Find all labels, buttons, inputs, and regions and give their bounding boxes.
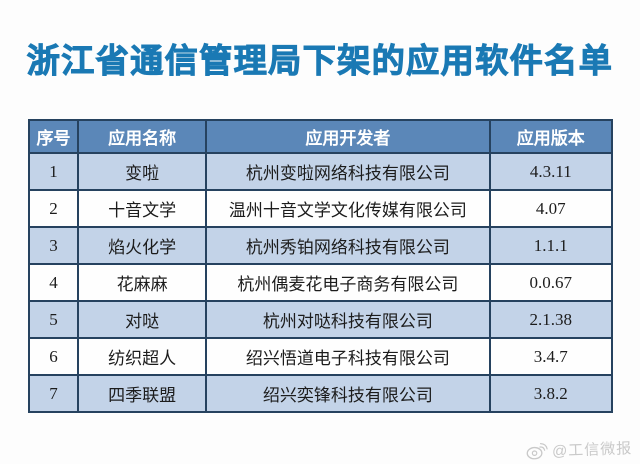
version-cell: 2.1.38 (488, 300, 614, 339)
developer-cell: 杭州秀铂网络科技有限公司 (205, 226, 491, 265)
version-cell: 4.07 (488, 189, 614, 228)
version-cell: 4.3.11 (488, 152, 614, 191)
table-header-row: 序号 应用名称 应用开发者 应用版本 (28, 119, 614, 154)
table-row: 6 纺织超人 绍兴悟道电子科技有限公司 3.4.7 (28, 337, 614, 376)
app-name-cell: 变啦 (76, 152, 208, 191)
app-name-cell: 对哒 (76, 300, 208, 339)
serial-cell: 1 (28, 152, 79, 191)
column-header-serial: 序号 (28, 119, 79, 154)
table-row: 7 四季联盟 绍兴奕锋科技有限公司 3.8.2 (28, 374, 614, 413)
watermark-text: @工信微报 (551, 440, 633, 460)
version-cell: 3.8.2 (488, 374, 614, 413)
developer-cell: 杭州变啦网络科技有限公司 (205, 152, 491, 191)
table-row: 2 十音文学 温州十音文学文化传媒有限公司 4.07 (28, 189, 614, 228)
serial-cell: 3 (28, 226, 79, 265)
app-name-cell: 花麻麻 (76, 263, 208, 302)
weibo-icon (525, 441, 548, 461)
developer-cell: 绍兴奕锋科技有限公司 (205, 374, 491, 413)
column-header-version: 应用版本 (488, 119, 614, 154)
column-header-developer: 应用开发者 (205, 119, 491, 154)
delisted-apps-table: 序号 应用名称 应用开发者 应用版本 1 变啦 杭州变啦网络科技有限公司 4.3… (28, 119, 614, 413)
version-cell: 3.4.7 (488, 337, 614, 376)
app-name-cell: 纺织超人 (76, 337, 208, 376)
app-name-cell: 四季联盟 (76, 374, 208, 413)
developer-cell: 温州十音文学文化传媒有限公司 (205, 189, 491, 228)
table-row: 3 焰火化学 杭州秀铂网络科技有限公司 1.1.1 (28, 226, 614, 265)
developer-cell: 杭州偶麦花电子商务有限公司 (205, 263, 491, 302)
serial-cell: 5 (28, 300, 79, 339)
developer-cell: 杭州对哒科技有限公司 (205, 300, 491, 339)
version-cell: 0.0.67 (488, 263, 614, 302)
serial-cell: 7 (28, 374, 79, 413)
serial-cell: 2 (28, 189, 79, 228)
table-row: 5 对哒 杭州对哒科技有限公司 2.1.38 (28, 300, 614, 339)
app-name-cell: 十音文学 (76, 189, 208, 228)
page-title: 浙江省通信管理局下架的应用软件名单 (26, 42, 614, 80)
column-header-app-name: 应用名称 (76, 119, 208, 154)
table-row: 4 花麻麻 杭州偶麦花电子商务有限公司 0.0.67 (28, 263, 614, 302)
version-cell: 1.1.1 (488, 226, 614, 265)
watermark: @工信微报 (525, 437, 632, 462)
table-row: 1 变啦 杭州变啦网络科技有限公司 4.3.11 (28, 152, 614, 191)
app-name-cell: 焰火化学 (76, 226, 208, 265)
serial-cell: 6 (28, 337, 79, 376)
serial-cell: 4 (28, 263, 79, 302)
developer-cell: 绍兴悟道电子科技有限公司 (205, 337, 491, 376)
